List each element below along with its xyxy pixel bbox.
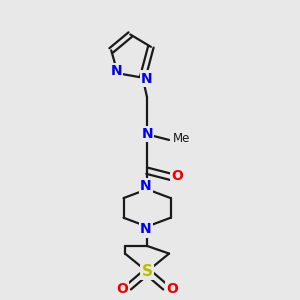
Text: O: O [166,281,178,296]
Text: O: O [171,169,183,183]
Text: Me: Me [173,132,190,145]
Text: N: N [110,64,122,78]
Text: N: N [140,223,152,236]
Text: N: N [141,71,153,85]
Text: N: N [141,127,153,141]
Text: N: N [140,179,152,193]
Text: O: O [116,281,128,296]
Text: S: S [142,264,153,279]
